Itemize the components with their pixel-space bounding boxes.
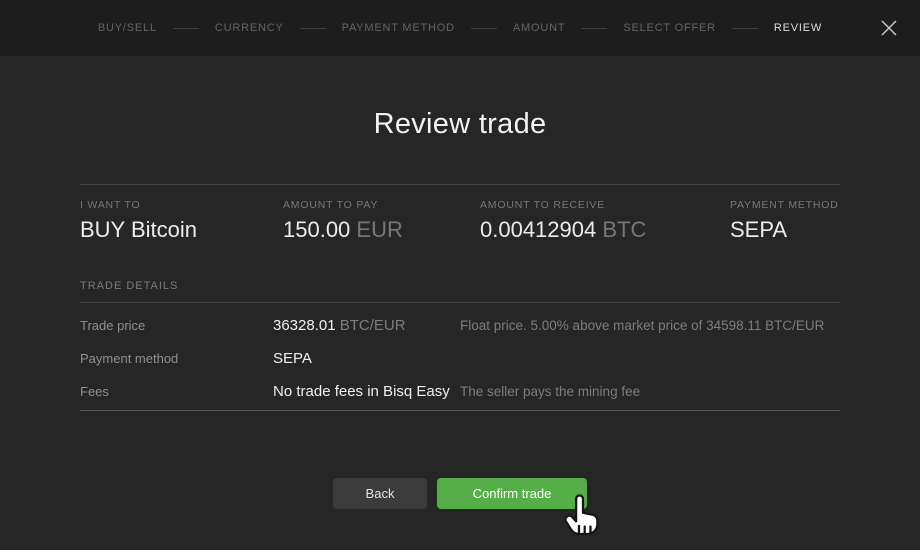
step-select-offer[interactable]: SELECT OFFER	[623, 22, 716, 34]
summary-amount-to-pay: AMOUNT TO PAY 150.00 EUR	[283, 199, 480, 243]
row-value: 36328.01 BTC/EUR	[273, 317, 406, 334]
price-pair-code: BTC/EUR	[339, 317, 406, 334]
currency-code: BTC	[602, 217, 647, 242]
currency-code: EUR	[356, 217, 403, 242]
step-separator	[731, 27, 758, 29]
step-separator	[299, 27, 326, 29]
divider	[80, 302, 840, 303]
trade-details-section-label: TRADE DETAILS	[80, 280, 179, 292]
summary-direction: I WANT TO BUY Bitcoin	[80, 199, 283, 243]
trade-details-table: Trade price 36328.01 BTC/EUR Float price…	[80, 309, 840, 408]
summary-payment-method: PAYMENT METHOD SEPA	[730, 199, 840, 243]
row-value: No trade fees in Bisq Easy	[273, 383, 450, 400]
row-note: Float price. 5.00% above market price of…	[460, 318, 825, 333]
summary-amount-to-receive: AMOUNT TO RECEIVE 0.00412904 BTC	[480, 199, 730, 243]
row-label: Trade price	[80, 318, 146, 333]
step-review[interactable]: REVIEW	[773, 22, 823, 34]
summary-value: 0.00412904 BTC	[480, 217, 647, 242]
step-buy-sell[interactable]: BUY/SELL	[97, 22, 157, 34]
summary-label: PAYMENT METHOD	[730, 199, 839, 211]
wizard-step-bar: BUY/SELL CURRENCY PAYMENT METHOD AMOUNT …	[0, 0, 920, 56]
trade-summary: I WANT TO BUY Bitcoin AMOUNT TO PAY 150.…	[80, 184, 840, 243]
back-button[interactable]: Back	[333, 478, 427, 509]
wizard-steps: BUY/SELL CURRENCY PAYMENT METHOD AMOUNT …	[98, 22, 822, 34]
row-label: Fees	[80, 384, 109, 399]
step-payment-method[interactable]: PAYMENT METHOD	[341, 22, 455, 34]
action-button-row: Back Confirm trade	[0, 478, 920, 509]
confirm-trade-button[interactable]: Confirm trade	[437, 478, 587, 509]
summary-value: 150.00 EUR	[283, 217, 403, 242]
summary-label: AMOUNT TO PAY	[283, 199, 379, 211]
summary-label: I WANT TO	[80, 199, 141, 211]
row-value: SEPA	[273, 350, 312, 367]
step-separator	[470, 27, 497, 29]
step-separator	[172, 27, 199, 29]
table-row-payment-method: Payment method SEPA	[80, 342, 840, 375]
page-title: Review trade	[373, 108, 547, 140]
step-amount[interactable]: AMOUNT	[512, 22, 566, 34]
close-icon[interactable]	[880, 19, 898, 37]
table-row-fees: Fees No trade fees in Bisq Easy The sell…	[80, 375, 840, 408]
summary-label: AMOUNT TO RECEIVE	[480, 199, 606, 211]
table-row-trade-price: Trade price 36328.01 BTC/EUR Float price…	[80, 309, 840, 342]
step-separator	[581, 27, 608, 29]
step-currency[interactable]: CURRENCY	[214, 22, 284, 34]
row-label: Payment method	[80, 351, 179, 366]
row-note: The seller pays the mining fee	[460, 384, 641, 399]
divider	[80, 410, 840, 411]
summary-value: SEPA	[730, 217, 788, 242]
summary-value: BUY Bitcoin	[80, 217, 197, 242]
